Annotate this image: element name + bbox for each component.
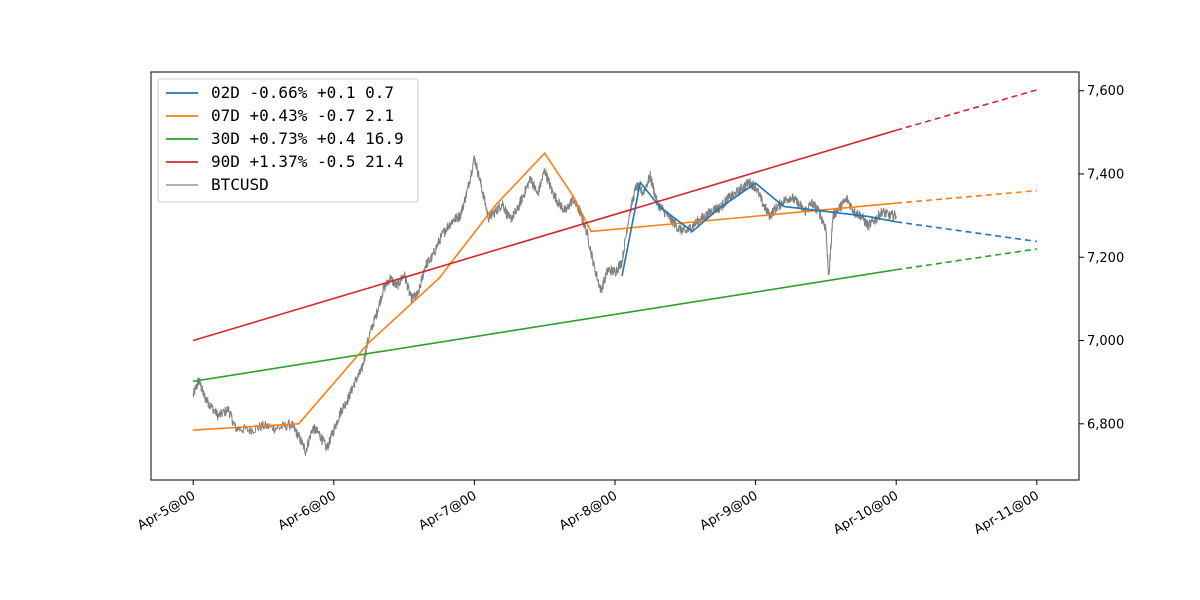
legend-label: 90D +1.37% -0.5 21.4 — [211, 152, 404, 171]
series-projection-90d-1-37-0-5-21-4 — [895, 89, 1038, 132]
series-line-btcusd — [192, 155, 897, 457]
legend-label: 30D +0.73% +0.4 16.9 — [211, 129, 404, 148]
series-line-30d-0-73-0-4-16-9 — [193, 268, 897, 383]
series-line-90d-1-37-0-5-21-4 — [192, 129, 897, 342]
legend-label: BTCUSD — [211, 175, 269, 194]
y-tick-label: 6,800 — [1087, 417, 1124, 432]
y-axis: 6,800 7,000 7,200 7,400 7,600 — [1079, 84, 1124, 432]
series-line-02d-0-66-0-1-0-7 — [621, 180, 897, 277]
y-tick-label: 7,200 — [1087, 251, 1124, 266]
legend-label: 02D -0.66% +0.1 0.7 — [211, 83, 394, 102]
series-projection-07d-0-43-0-7-2-1 — [896, 189, 1037, 204]
legend-box — [157, 78, 419, 203]
series-projection-30d-0-73-0-4-16-9 — [896, 248, 1037, 271]
y-tick-label: 7,600 — [1087, 84, 1124, 99]
series-projection-02d-0-66-0-1-0-7 — [896, 221, 1037, 243]
legend: 02D -0.66% +0.1 0.7 07D +0.43% -0.7 2.1 30… — [157, 78, 419, 203]
series-line-07d-0-43-0-7-2-1 — [193, 151, 897, 431]
series-layer — [192, 89, 1038, 457]
y-tick-label: 7,000 — [1087, 334, 1124, 349]
y-tick-label: 7,400 — [1087, 168, 1124, 183]
legend-label: 07D +0.43% -0.7 2.1 — [211, 106, 394, 125]
